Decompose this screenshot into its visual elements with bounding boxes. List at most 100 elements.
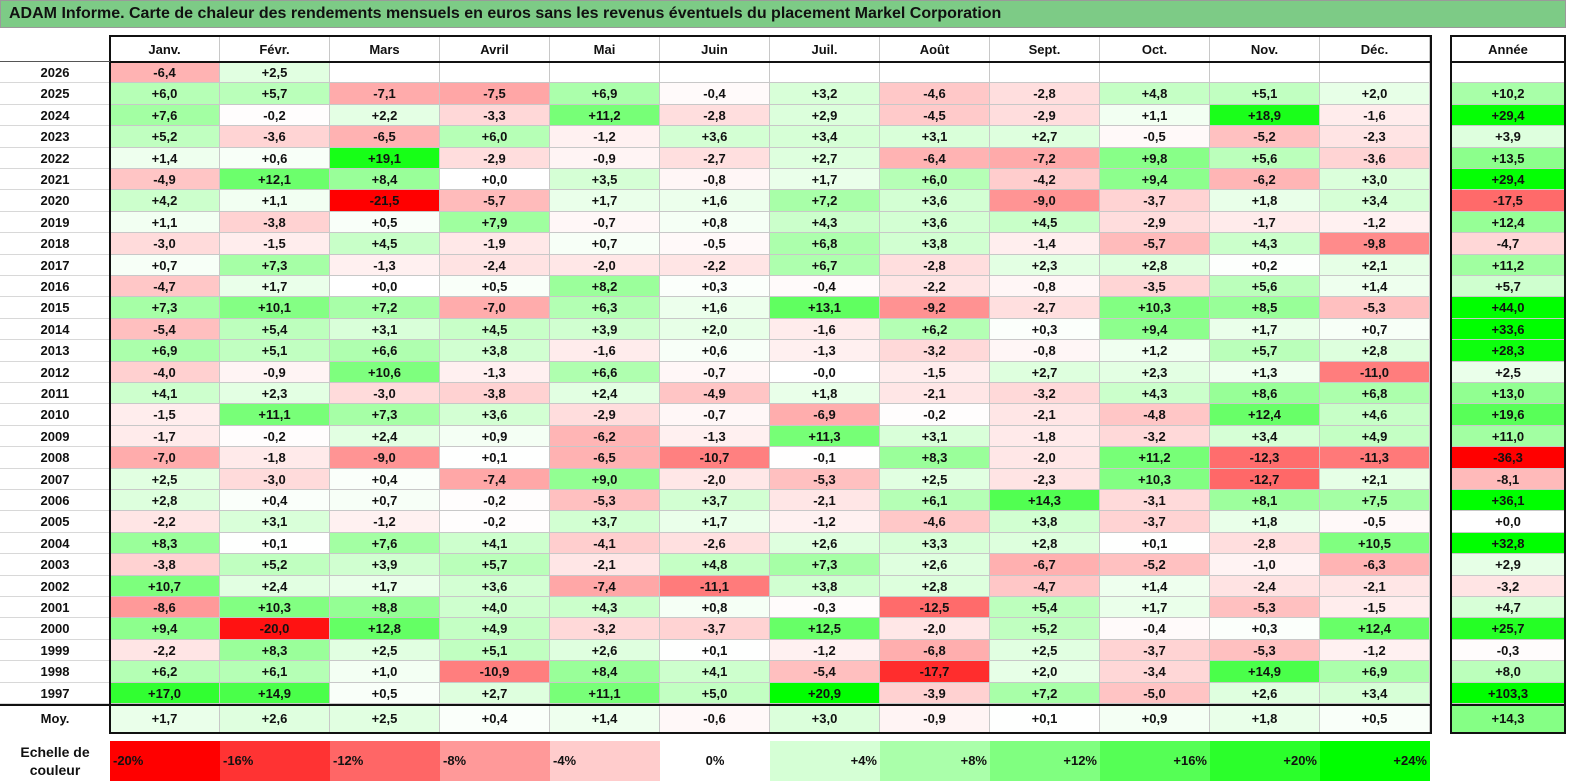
- heatmap-cell: -7,2: [990, 147, 1100, 169]
- row-label-2002: 2002: [0, 576, 110, 597]
- heatmap-cell: -4,7: [990, 575, 1100, 597]
- heatmap-cell: -1,2: [550, 126, 660, 148]
- heatmap-cell: +14,9: [1210, 661, 1320, 683]
- column-header-8: Sept.: [990, 37, 1100, 62]
- heatmap-cell: [990, 62, 1100, 84]
- heatmap-cell: +10,3: [220, 597, 330, 619]
- year-cell: +0,0: [1452, 511, 1564, 533]
- heatmap-cell: -5,3: [550, 490, 660, 512]
- heatmap-cell: +5,7: [1210, 340, 1320, 362]
- heatmap-cell: -11,3: [1320, 447, 1430, 469]
- heatmap-cell: +2,4: [220, 575, 330, 597]
- average-row-label: Moy.: [40, 711, 70, 726]
- heatmap-cell: -1,2: [770, 511, 880, 533]
- heatmap-cell: -2,9: [990, 104, 1100, 127]
- heatmap-cell: -2,8: [1210, 532, 1320, 555]
- heatmap-cell: +9,8: [1100, 147, 1210, 169]
- heatmap-cell: +5,2: [990, 618, 1100, 640]
- heatmap-cell: +2,8: [1100, 254, 1210, 276]
- heatmap-cell: +0,1: [220, 532, 330, 555]
- heatmap-cell: +1,1: [1100, 104, 1210, 127]
- heatmap-cell: +1,2: [1100, 340, 1210, 362]
- heatmap-cell: +8,4: [550, 661, 660, 683]
- heatmap-cell: -5,3: [1320, 297, 1430, 319]
- heatmap-cell: -0,9: [550, 147, 660, 169]
- heatmap-cell: +6,6: [330, 340, 440, 362]
- heatmap-cell: +0,9: [440, 425, 550, 448]
- year-cell: +29,4: [1452, 104, 1564, 127]
- heatmap-cell: +1,7: [550, 190, 660, 212]
- heatmap-cell: +2,3: [1100, 361, 1210, 383]
- heatmap-cell: -5,3: [1210, 597, 1320, 619]
- column-header-2: Mars: [330, 37, 440, 62]
- heatmap-cell: [1100, 62, 1210, 84]
- heatmap-cell: -0,7: [660, 404, 770, 426]
- heatmap-cell: -2,6: [660, 532, 770, 555]
- heatmap-cell: +3,3: [880, 532, 990, 555]
- heatmap-cell: -5,4: [110, 318, 220, 341]
- heatmap-cell: +4,9: [1320, 425, 1430, 448]
- row-label-1999: 1999: [0, 640, 110, 662]
- heatmap-cell: +8,5: [1210, 297, 1320, 319]
- year-cell: +28,3: [1452, 340, 1564, 362]
- heatmap-cell: -0,4: [1100, 618, 1210, 640]
- heatmap-cell: +3,1: [880, 126, 990, 148]
- year-cell: +8,0: [1452, 661, 1564, 683]
- heatmap-cell: -0,2: [880, 404, 990, 426]
- heatmap-cell: +2,6: [550, 639, 660, 662]
- year-cell: +3,9: [1452, 126, 1564, 148]
- column-header-4: Mai: [550, 37, 660, 62]
- heatmap-cell: +0,5: [330, 682, 440, 704]
- row-label-2015: 2015: [0, 297, 110, 319]
- heatmap-cell: +3,4: [1320, 190, 1430, 212]
- heatmap-cell: -10,7: [660, 447, 770, 469]
- heatmap-cell: +2,8: [110, 490, 220, 512]
- heatmap-cell: -7,5: [440, 83, 550, 105]
- heatmap-cell: -0,2: [220, 425, 330, 448]
- heatmap-cell: +19,1: [330, 147, 440, 169]
- heatmap-cell: +0,3: [990, 318, 1100, 341]
- heatmap-cell: +2,3: [220, 383, 330, 405]
- heatmap-cell: +2,6: [1210, 682, 1320, 704]
- heatmap-cell: -5,7: [1100, 233, 1210, 255]
- heatmap-cell: +9,0: [550, 468, 660, 490]
- heatmap-cell: -4,9: [660, 383, 770, 405]
- heatmap-cell: +2,6: [770, 532, 880, 555]
- heatmap-cell: +12,8: [330, 618, 440, 640]
- heatmap-cell: -3,6: [1320, 147, 1430, 169]
- heatmap-cell: -6,4: [880, 147, 990, 169]
- heatmap-cell: +2,5: [110, 468, 220, 490]
- heatmap-cell: +4,1: [440, 532, 550, 555]
- average-cell: -0,9: [880, 706, 990, 732]
- heatmap-cell: +12,5: [770, 618, 880, 640]
- heatmap-cell: -6,3: [1320, 554, 1430, 576]
- heatmap-cell: -0,2: [440, 490, 550, 512]
- heatmap-cell: +3,7: [550, 511, 660, 533]
- heatmap-cell: -7,0: [440, 297, 550, 319]
- heatmap-cell: +5,1: [220, 340, 330, 362]
- heatmap-cell: +0,7: [550, 233, 660, 255]
- header-separator: [110, 61, 1430, 63]
- heatmap-cell: -12,7: [1210, 468, 1320, 490]
- column-header-11: Déc.: [1320, 37, 1430, 62]
- heatmap-cell: +6,3: [550, 297, 660, 319]
- heatmap-cell: +14,3: [990, 490, 1100, 512]
- heatmap-cell: +0,2: [1210, 254, 1320, 276]
- heatmap-cell: +7,3: [220, 254, 330, 276]
- heatmap-cell: +3,4: [1320, 682, 1430, 704]
- heatmap-cell: +6,6: [550, 361, 660, 383]
- scale-swatch: -16%: [220, 741, 330, 781]
- heatmap-cell: +0,4: [220, 490, 330, 512]
- row-label-2011: 2011: [0, 383, 110, 405]
- heatmap-cell: -3,2: [880, 340, 990, 362]
- row-label-2026: 2026: [0, 62, 110, 84]
- heatmap-cell: -3,2: [1100, 425, 1210, 448]
- heatmap-cell: +7,6: [330, 532, 440, 555]
- heatmap-cell: -2,8: [660, 104, 770, 127]
- heatmap-cell: -0,3: [770, 597, 880, 619]
- heatmap-cell: +8,4: [330, 169, 440, 191]
- row-label-2003: 2003: [0, 554, 110, 576]
- heatmap-cell: +6,0: [110, 83, 220, 105]
- heatmap-cell: +10,6: [330, 361, 440, 383]
- heatmap-cell: -1,3: [660, 425, 770, 448]
